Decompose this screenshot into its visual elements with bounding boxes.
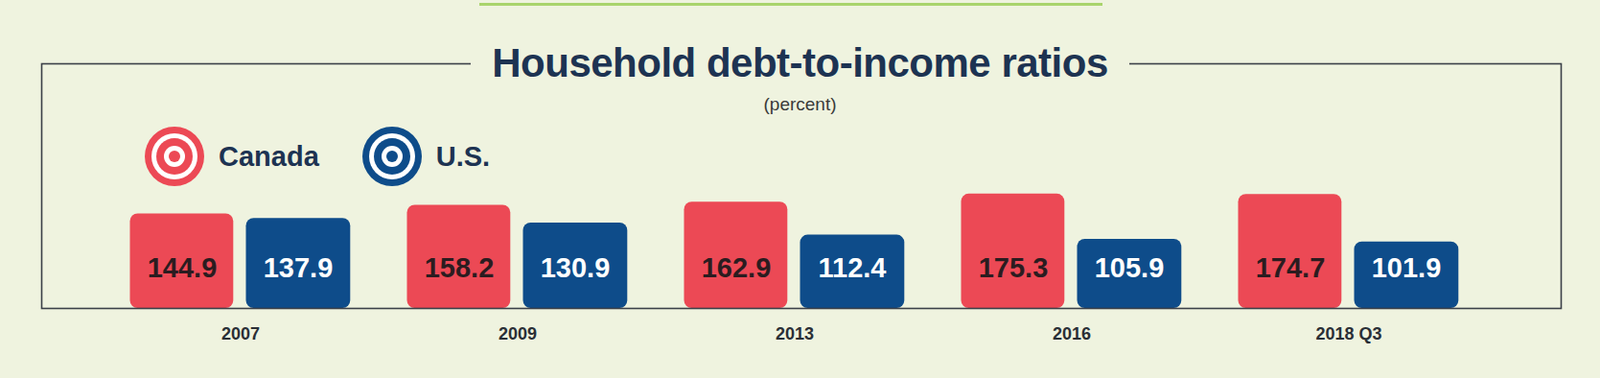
svg-text:105.9: 105.9 bbox=[1094, 252, 1165, 283]
html-text:(percent): (percent) bbox=[763, 93, 837, 115]
svg-text:2013: 2013 bbox=[775, 324, 814, 344]
svg-text:2007: 2007 bbox=[221, 324, 260, 344]
html-text:Canada: Canada bbox=[218, 140, 320, 172]
svg-text:101.9: 101.9 bbox=[1371, 252, 1442, 283]
svg-text:144.9: 144.9 bbox=[147, 252, 218, 283]
svg-text:2018 Q3: 2018 Q3 bbox=[1315, 324, 1382, 344]
svg-text:2016: 2016 bbox=[1052, 324, 1091, 344]
svg-text:137.9: 137.9 bbox=[263, 252, 334, 283]
html-text:Household debt-to-income ratio: Household debt-to-income ratios bbox=[491, 40, 1109, 86]
svg-text:175.3: 175.3 bbox=[978, 252, 1049, 283]
svg-text:2009: 2009 bbox=[498, 324, 537, 344]
svg-text:158.2: 158.2 bbox=[424, 252, 495, 283]
html-text:U.S.: U.S. bbox=[435, 140, 491, 172]
svg-text:174.7: 174.7 bbox=[1255, 252, 1326, 283]
svg-text:130.9: 130.9 bbox=[540, 252, 611, 283]
svg-text:112.4: 112.4 bbox=[818, 252, 887, 283]
svg-text:162.9: 162.9 bbox=[701, 252, 772, 283]
